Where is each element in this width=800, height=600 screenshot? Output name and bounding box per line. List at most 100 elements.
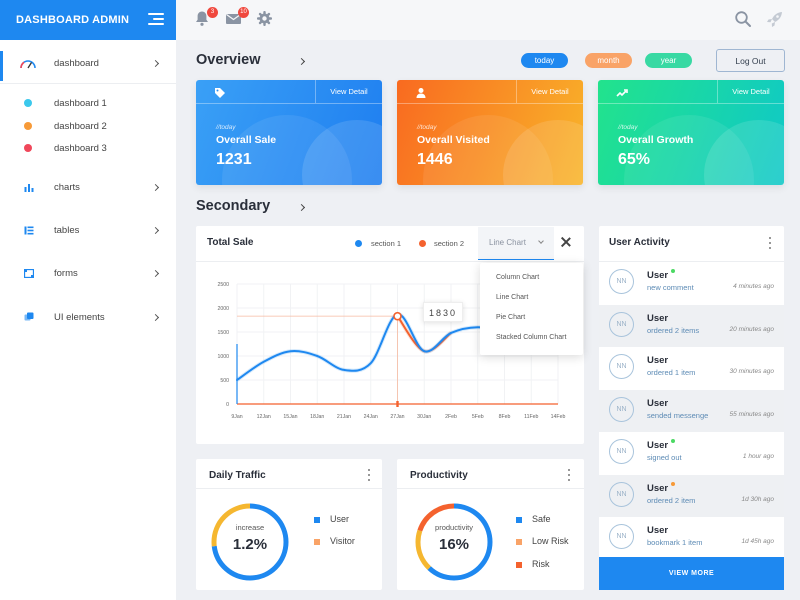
activity-item[interactable]: NN User sended messenge 55 minutes ago (599, 389, 784, 432)
traffic-donut-chart (211, 503, 289, 581)
dot-icon (24, 122, 32, 130)
search-icon[interactable] (734, 10, 754, 30)
avatar[interactable]: NN (609, 311, 634, 337)
view-detail-button[interactable]: View Detail (330, 87, 368, 96)
legend-swatch (314, 539, 320, 545)
table-icon (22, 223, 36, 237)
mail-badge: 10 (238, 7, 249, 18)
sidebar-item-dashboard-3[interactable]: dashboard 3 (0, 138, 176, 158)
rocket-icon[interactable] (766, 10, 786, 30)
activity-time: 4 minutes ago (733, 283, 774, 290)
activity-item[interactable]: NN User ordered 2 items 20 minutes ago (599, 304, 784, 347)
legend-swatch (516, 562, 522, 568)
activity-user-name: User (647, 270, 669, 281)
donut-segment-visitor (211, 503, 289, 581)
chevron-right-icon (151, 226, 160, 234)
daily-traffic-title: Daily Traffic (209, 470, 266, 481)
view-detail-button[interactable]: View Detail (531, 87, 569, 96)
sidebar-item-label: dashboard 2 (54, 120, 107, 132)
sidebar-item-dashboard-1[interactable]: dashboard 1 (0, 93, 176, 113)
avatar[interactable]: NN (609, 354, 634, 379)
dropdown-option[interactable]: Line Chart (496, 294, 529, 301)
chart-type-select[interactable]: Line Chart (478, 227, 554, 260)
y-tick-label: 2000 (217, 306, 229, 312)
activity-item[interactable]: NN User bookmark 1 item 1d 45h ago (599, 517, 784, 559)
legend-dot (355, 240, 362, 247)
activity-item[interactable]: NN User signed out 1 hour ago (599, 432, 784, 474)
chart-type-dropdown: Column Chart Line Chart Pie Chart Stacke… (480, 263, 583, 355)
gear-icon[interactable] (256, 10, 276, 30)
x-tick-label: 24Jan (364, 414, 378, 420)
dropdown-option[interactable]: Column Chart (496, 274, 540, 281)
sidebar-item-dashboard-2[interactable]: dashboard 2 (0, 116, 176, 136)
y-tick-label: 1500 (217, 330, 229, 336)
activity-time: 1 hour ago (742, 453, 774, 460)
filter-month[interactable]: month (585, 53, 632, 68)
x-tick-label: 9Jan (231, 414, 242, 420)
chevron-right-icon[interactable] (297, 57, 306, 66)
activity-action: signed out (647, 453, 682, 462)
card-period: //today (618, 124, 638, 131)
dropdown-option[interactable]: Pie Chart (496, 314, 526, 321)
sidebar-item-tables[interactable]: tables (0, 210, 176, 250)
more-vertical-icon[interactable] (768, 237, 772, 249)
select-value: Line Chart (489, 238, 526, 247)
sidebar-item-dashboard[interactable]: dashboard (0, 43, 176, 83)
x-tick-label: 14Feb (551, 414, 566, 420)
dot-icon (24, 99, 32, 107)
chevron-right-icon (151, 59, 160, 67)
avatar[interactable]: NN (609, 269, 634, 294)
card-title: Overall Growth (618, 134, 694, 146)
more-vertical-icon[interactable] (567, 469, 571, 481)
filter-today[interactable]: today (521, 53, 568, 68)
view-more-button[interactable]: VIEW MORE (599, 557, 784, 590)
stat-card-growth: View Detail //today Overall Growth 65% (598, 80, 784, 185)
activity-action: new comment (647, 283, 694, 292)
donut-value: 16% (438, 536, 470, 553)
activity-time: 30 minutes ago (729, 368, 774, 375)
sidebar: dashboard dashboard 1 dashboard 2 dashbo… (0, 40, 176, 600)
avatar[interactable]: NN (609, 439, 634, 464)
chevron-right-icon (151, 313, 160, 321)
activity-item[interactable]: NN User ordered 2 item 1d 30h ago (599, 474, 784, 517)
legend-dot (419, 240, 426, 247)
menu-icon[interactable] (148, 13, 164, 26)
activity-time: 1d 45h ago (741, 538, 774, 545)
logout-button[interactable]: Log Out (716, 49, 785, 72)
avatar[interactable]: NN (609, 396, 634, 422)
activity-user-name: User (647, 312, 669, 324)
activity-user-name: User (647, 482, 669, 494)
avatar[interactable]: NN (609, 524, 634, 549)
mail-icon[interactable]: 10 (225, 7, 249, 30)
donut-segment-low-risk (415, 503, 493, 581)
activity-action: sended messenge (647, 410, 709, 420)
card-title: Overall Sale (216, 134, 277, 146)
dropdown-option[interactable]: Stacked Column Chart (496, 334, 567, 341)
status-dot (671, 269, 675, 273)
more-vertical-icon[interactable] (367, 469, 371, 481)
avatar[interactable]: NN (609, 481, 634, 507)
chevron-right-icon[interactable] (297, 203, 306, 212)
activity-item[interactable]: NN User new comment 4 minutes ago (599, 262, 784, 304)
close-icon[interactable] (559, 235, 573, 249)
x-axis-marker (396, 401, 399, 407)
activity-item[interactable]: NN User ordered 1 item 30 minutes ago (599, 347, 784, 389)
topbar: 3 10 (176, 0, 800, 40)
active-indicator (0, 51, 3, 81)
sidebar-item-label: forms (54, 267, 78, 279)
tag-icon (214, 86, 226, 98)
sidebar-item-charts[interactable]: charts (0, 167, 176, 207)
gauge-icon (19, 56, 37, 70)
filter-year[interactable]: year (645, 53, 692, 68)
card-value: 65% (618, 151, 651, 168)
view-detail-button[interactable]: View Detail (732, 87, 770, 96)
x-tick-label: 27Jan (390, 414, 404, 420)
divider (0, 83, 176, 84)
status-dot (671, 481, 675, 486)
activity-user-name: User (647, 525, 669, 536)
sidebar-item-ui-elements[interactable]: UI elements (0, 297, 176, 337)
sidebar-item-forms[interactable]: forms (0, 253, 176, 293)
bell-icon[interactable]: 3 (194, 7, 218, 30)
productivity-title: Productivity (410, 470, 468, 481)
